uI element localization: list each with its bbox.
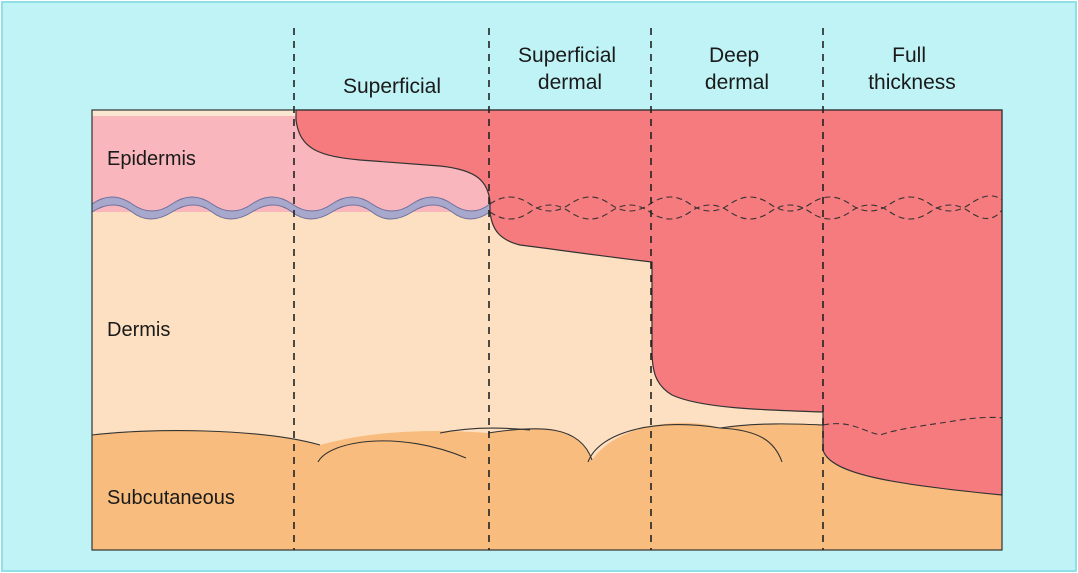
column-label-line: Full: [892, 44, 926, 67]
column-dividers: [293, 28, 824, 550]
fat-lobule-outline: [487, 428, 593, 461]
column-label-line: thickness: [868, 71, 956, 94]
column-label-superficial: Superficial: [343, 75, 441, 98]
fat-lobule-outline: [317, 440, 467, 463]
skin-surface-strip: [92, 110, 296, 116]
column-label-line: Superficial: [518, 44, 616, 67]
fat-lobule-outline: [91, 430, 321, 446]
epidermis-layer: [92, 116, 490, 212]
damaged-fat-boundary: [822, 416, 1003, 436]
column-label-full-thickness: Full thickness: [868, 44, 956, 94]
layer-label-subcutaneous: Subcutaneous: [107, 487, 235, 509]
column-label-line: Deep: [709, 44, 759, 67]
column-label-line: dermal: [538, 71, 602, 94]
skin-block: [91, 109, 1003, 551]
layer-label-dermis: Dermis: [107, 319, 170, 341]
fat-lobule-outline: [587, 424, 783, 463]
column-label-deep-dermal: Deep dermal: [705, 44, 769, 94]
subcutaneous-layer: [92, 422, 1002, 550]
burn-region: [295, 109, 1003, 496]
column-label-superficial-dermal: Superficial dermal: [518, 44, 622, 94]
column-label-line: dermal: [705, 71, 769, 94]
skin-block-outline: [91, 109, 1003, 551]
layer-label-epidermis: Epidermis: [107, 148, 196, 170]
fat-lobule-outline: [719, 423, 824, 429]
